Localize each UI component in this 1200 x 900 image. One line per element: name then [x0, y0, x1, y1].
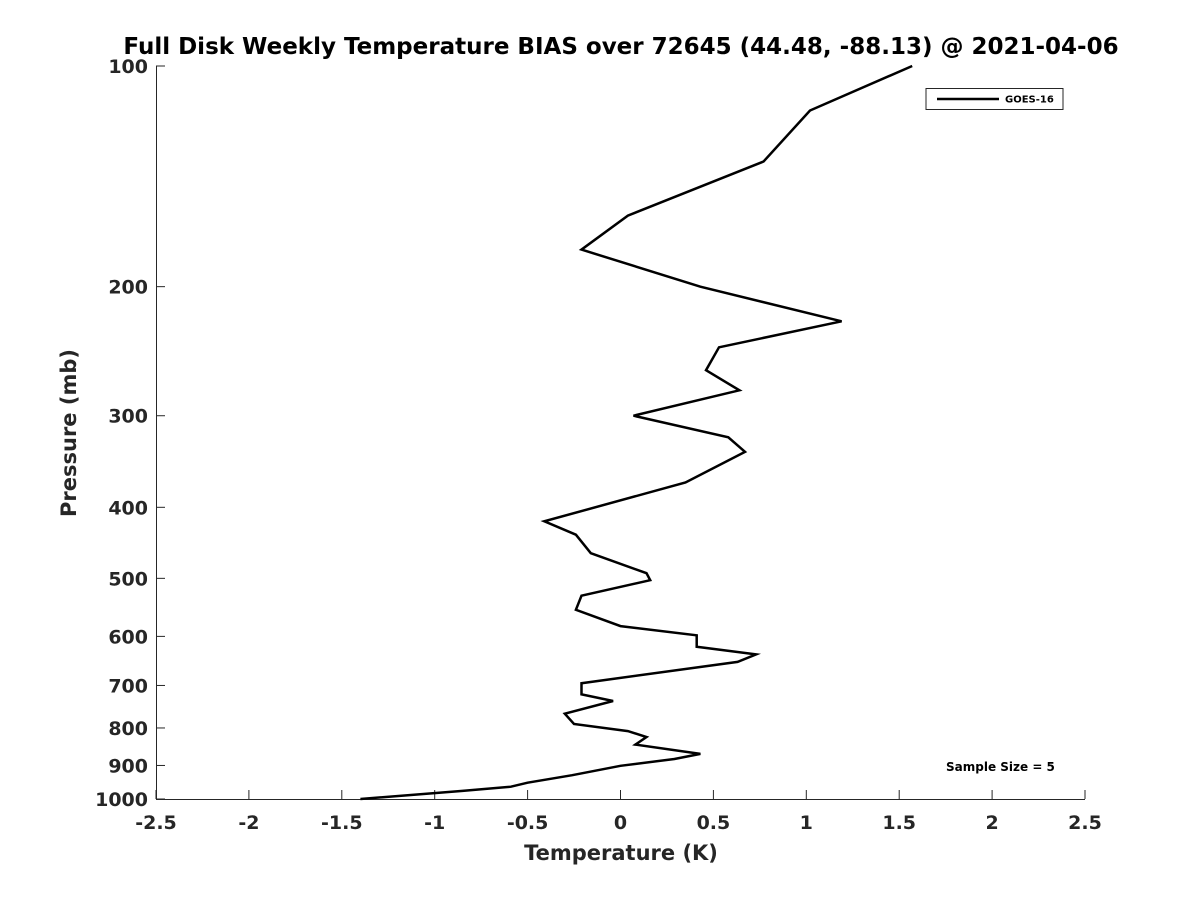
- y-tick-label: 600: [108, 626, 148, 648]
- y-tick-label: 300: [108, 406, 148, 428]
- x-tick-label: 2: [985, 812, 998, 834]
- y-tick-label: 1000: [95, 789, 148, 811]
- x-tick-label: 1: [800, 812, 813, 834]
- x-tick-label: -2: [238, 812, 259, 834]
- y-axis-label: Pressure (mb): [57, 349, 81, 517]
- y-tick-label: 800: [108, 718, 148, 740]
- legend: GOES-16: [925, 88, 1064, 110]
- series-layer: [360, 64, 913, 801]
- x-tick-label: 1.5: [882, 812, 916, 834]
- x-ticks: -2.5 -2 -1.5 -1 -0.5 0 0.5 1 1.5 2 2.5: [135, 790, 1102, 834]
- x-axis-label: Temperature (K): [524, 841, 718, 865]
- series-line-goes-16: [360, 64, 913, 801]
- x-tick-label: 0.5: [697, 812, 731, 834]
- x-tick-label: 0: [614, 812, 627, 834]
- sample-size-annotation: Sample Size = 5: [946, 760, 1055, 774]
- y-tick-label: 100: [108, 56, 148, 78]
- x-tick-label: -2.5: [135, 812, 177, 834]
- y-tick-label: 400: [108, 497, 148, 519]
- y-tick-label: 900: [108, 755, 148, 777]
- x-tick-label: 2.5: [1068, 812, 1102, 834]
- chart-title: Full Disk Weekly Temperature BIAS over 7…: [123, 34, 1118, 60]
- y-tick-label: 200: [108, 277, 148, 299]
- y-tick-label: 500: [108, 568, 148, 590]
- plot-area: -2.5 -2 -1.5 -1 -0.5 0 0.5 1 1.5 2 2.5 100 200 300 40…: [95, 56, 1102, 834]
- x-tick-label: -1.5: [321, 812, 363, 834]
- y-tick-label: 700: [108, 675, 148, 697]
- x-tick-label: -0.5: [507, 812, 549, 834]
- x-tick-label: -1: [424, 812, 445, 834]
- legend-label-goes-16: GOES-16: [1005, 95, 1054, 106]
- y-ticks: 100 200 300 400 500 600 700 800 900 1000: [95, 56, 165, 811]
